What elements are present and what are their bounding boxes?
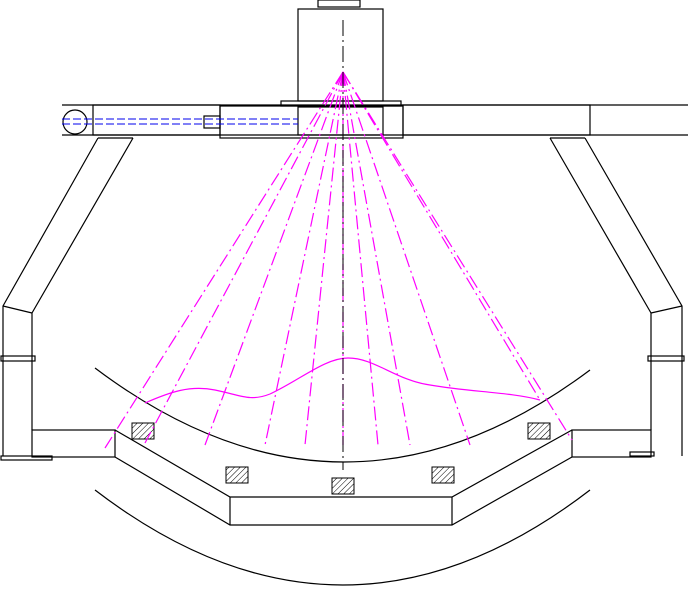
spray-ray	[304, 71, 344, 446]
spray-ray	[342, 71, 541, 401]
right-arm	[549, 137, 685, 458]
crossbeam	[62, 104, 688, 139]
hatched-block	[431, 466, 455, 484]
spray-ray	[204, 71, 344, 446]
left-arm	[0, 137, 134, 461]
trough	[114, 429, 573, 526]
hatched-block	[131, 422, 155, 440]
spray-ray	[104, 71, 344, 449]
hatched-block	[225, 466, 249, 484]
inner-arc	[94, 367, 591, 463]
hatched-block	[331, 477, 355, 495]
spray-ray	[144, 71, 344, 444]
hatched-block	[527, 422, 551, 440]
pivot-circle	[62, 109, 88, 135]
spray-ray	[342, 71, 379, 446]
spray-ray	[342, 71, 573, 441]
spray-ray	[264, 71, 344, 446]
spray-ray	[342, 71, 411, 446]
spray-ray	[342, 71, 471, 446]
outer-arc	[94, 489, 591, 586]
spray-profile-curve	[144, 357, 541, 404]
hatched-blocks	[131, 422, 551, 495]
